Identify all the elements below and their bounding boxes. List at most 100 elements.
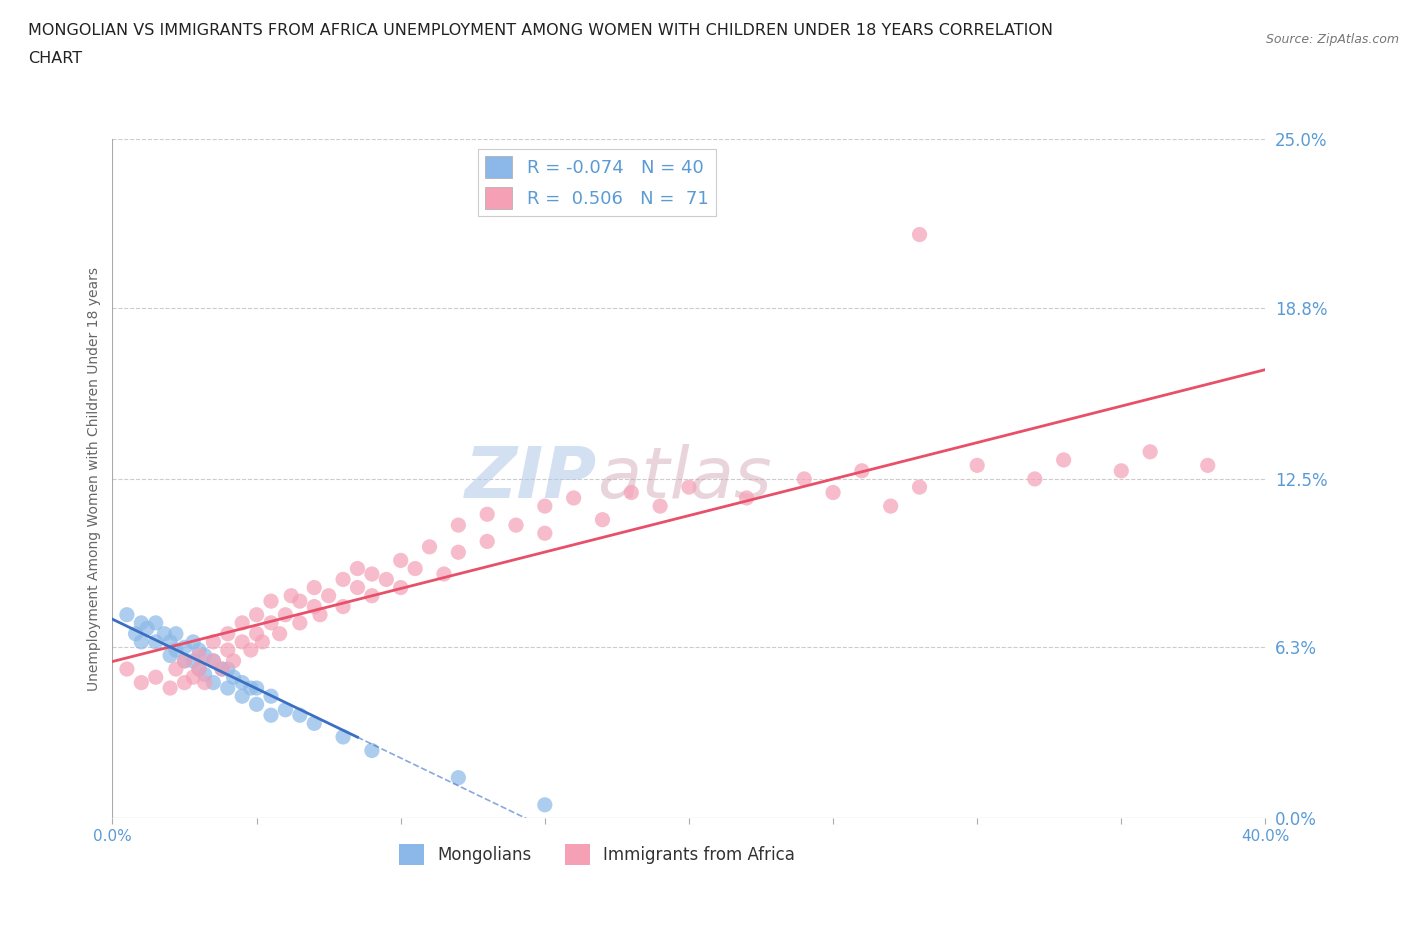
Point: [821, 485, 844, 500]
Point: [153, 626, 176, 641]
Point: [231, 634, 253, 649]
Point: [246, 697, 269, 711]
Point: [534, 525, 557, 540]
Point: [211, 661, 233, 676]
Point: [678, 480, 700, 495]
Point: [145, 616, 167, 631]
Legend: Mongolians, Immigrants from Africa: Mongolians, Immigrants from Africa: [392, 838, 801, 871]
Point: [202, 654, 225, 669]
Point: [288, 616, 311, 631]
Point: [288, 708, 311, 723]
Point: [447, 770, 470, 785]
Point: [217, 626, 239, 641]
Point: [419, 539, 441, 554]
Point: [274, 607, 297, 622]
Point: [188, 643, 211, 658]
Point: [1139, 445, 1161, 459]
Point: [188, 661, 211, 676]
Point: [389, 553, 412, 568]
Point: [194, 675, 217, 690]
Point: [375, 572, 398, 587]
Text: Source: ZipAtlas.com: Source: ZipAtlas.com: [1265, 33, 1399, 46]
Point: [145, 634, 167, 649]
Text: atlas: atlas: [596, 445, 772, 513]
Point: [217, 643, 239, 658]
Point: [332, 599, 354, 614]
Point: [620, 485, 643, 500]
Point: [129, 675, 153, 690]
Point: [222, 670, 245, 684]
Point: [115, 661, 138, 676]
Point: [447, 518, 470, 533]
Point: [202, 654, 225, 669]
Text: MONGOLIAN VS IMMIGRANTS FROM AFRICA UNEMPLOYMENT AMONG WOMEN WITH CHILDREN UNDER: MONGOLIAN VS IMMIGRANTS FROM AFRICA UNEM…: [28, 23, 1053, 38]
Point: [1024, 472, 1046, 486]
Point: [165, 626, 187, 641]
Point: [1053, 453, 1076, 468]
Point: [211, 661, 233, 676]
Point: [260, 616, 283, 631]
Point: [280, 589, 302, 604]
Point: [880, 498, 903, 513]
Point: [318, 589, 340, 604]
Point: [260, 708, 283, 723]
Y-axis label: Unemployment Among Women with Children Under 18 years: Unemployment Among Women with Children U…: [87, 267, 101, 691]
Point: [1111, 463, 1133, 478]
Point: [129, 634, 153, 649]
Point: [274, 702, 297, 717]
Point: [194, 648, 217, 663]
Point: [505, 518, 527, 533]
Point: [735, 490, 758, 505]
Point: [159, 648, 181, 663]
Point: [562, 490, 585, 505]
Point: [360, 566, 382, 581]
Point: [346, 561, 368, 576]
Point: [288, 593, 311, 608]
Point: [217, 661, 239, 676]
Point: [475, 534, 499, 549]
Point: [124, 626, 146, 641]
Point: [304, 599, 326, 614]
Point: [194, 667, 217, 682]
Point: [346, 580, 368, 595]
Point: [173, 675, 195, 690]
Point: [217, 681, 239, 696]
Point: [851, 463, 873, 478]
Point: [246, 681, 269, 696]
Point: [246, 607, 269, 622]
Point: [252, 634, 274, 649]
Text: ZIP: ZIP: [464, 445, 596, 513]
Point: [145, 670, 167, 684]
Text: CHART: CHART: [28, 51, 82, 66]
Point: [129, 616, 153, 631]
Point: [908, 227, 931, 242]
Point: [650, 498, 672, 513]
Point: [360, 743, 382, 758]
Point: [246, 626, 269, 641]
Point: [447, 545, 470, 560]
Point: [332, 729, 354, 744]
Point: [231, 616, 253, 631]
Point: [433, 566, 456, 581]
Point: [181, 670, 204, 684]
Point: [534, 797, 557, 812]
Point: [269, 626, 291, 641]
Point: [304, 716, 326, 731]
Point: [165, 661, 187, 676]
Point: [202, 634, 225, 649]
Point: [360, 589, 382, 604]
Point: [404, 561, 426, 576]
Point: [173, 640, 195, 655]
Point: [534, 498, 557, 513]
Point: [332, 572, 354, 587]
Point: [159, 634, 181, 649]
Point: [592, 512, 614, 527]
Point: [222, 654, 245, 669]
Point: [1197, 458, 1219, 472]
Point: [475, 507, 499, 522]
Point: [188, 648, 211, 663]
Point: [202, 675, 225, 690]
Point: [173, 654, 195, 669]
Point: [115, 607, 138, 622]
Point: [231, 675, 253, 690]
